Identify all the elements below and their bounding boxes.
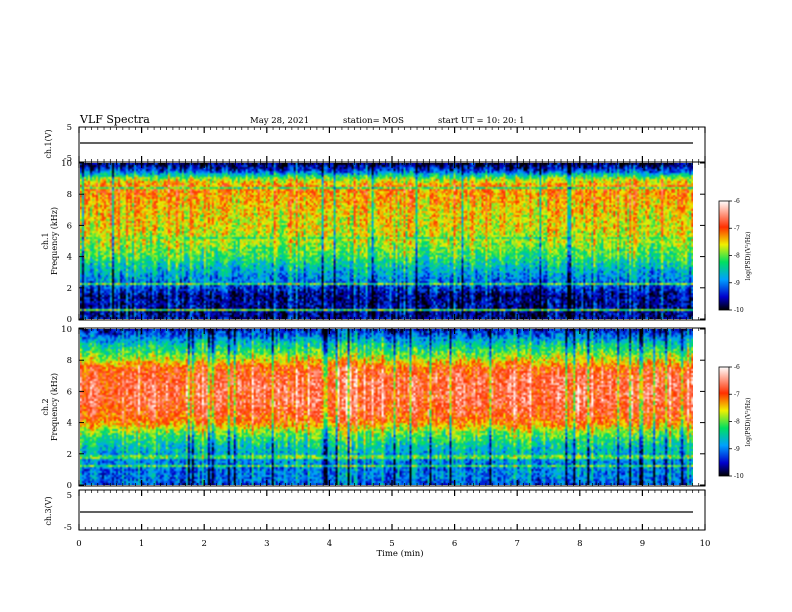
ch3-ytick-top: 5 — [67, 491, 72, 501]
time-tick-label: 5 — [389, 539, 394, 549]
ch1-spectrogram-image — [80, 163, 693, 319]
ch1-colorbar: -6 -7 -8 -9 -10 log(PSD)(V²/Hz) — [718, 198, 752, 314]
freq-tick-label: 8 — [67, 356, 72, 366]
ch1-spectrogram-ylabel-channel: ch.1 — [41, 232, 50, 249]
freq-tick-label: 10 — [61, 159, 72, 169]
ch1-spectrogram-ylabel-frequency: Frequency (kHz) — [50, 207, 59, 275]
colorbar-tick-label: -8 — [734, 253, 740, 260]
freq-tick-label: 6 — [67, 387, 72, 397]
time-tick-label: 3 — [264, 539, 269, 549]
freq-tick-label: 2 — [67, 450, 72, 460]
time-tick-label: 1 — [139, 539, 144, 549]
ch2-spectrogram-panel: 0 2 4 6 8 10 ch.2 Frequency (kHz) — [41, 325, 706, 491]
ch3-ytick-bottom: -5 — [64, 523, 72, 533]
ch2-spectrogram-ylabel-frequency: Frequency (kHz) — [50, 373, 59, 441]
time-tick-label: 7 — [514, 539, 519, 549]
date-label: May 28, 2021 — [250, 116, 309, 126]
ch2-colorbar-ticks: -6 -7 -8 -9 -10 — [729, 364, 744, 480]
freq-tick-label: 4 — [67, 419, 72, 429]
colorbar-tick-label: -10 — [734, 307, 744, 314]
freq-tick-label: 6 — [67, 221, 72, 231]
time-tick-label: 0 — [76, 539, 81, 549]
ch2-colorbar-label: log(PSD)(V²/Hz) — [745, 398, 752, 447]
colorbar-tick-label: -7 — [734, 225, 740, 232]
time-tick-label: 4 — [327, 539, 332, 549]
time-tick-label: 8 — [577, 539, 582, 549]
station-label: station= MOS — [343, 116, 404, 126]
ch1-waveform-ylabel: ch.1(V) — [44, 129, 53, 158]
ch1-colorbar-ticks: -6 -7 -8 -9 -10 — [729, 198, 744, 314]
freq-tick-label: 0 — [67, 315, 72, 325]
ch2-spectrogram-image — [80, 329, 693, 485]
colorbar-tick-label: -7 — [734, 391, 740, 398]
time-tick-label: 9 — [640, 539, 645, 549]
ch2-spectrogram-yticks: 0 2 4 6 8 10 — [61, 325, 705, 491]
start-time-label: start UT = 10: 20: 1 — [438, 116, 525, 126]
freq-tick-label: 2 — [67, 284, 72, 294]
ch2-colorbar: -6 -7 -8 -9 -10 log(PSD)(V²/Hz) — [718, 364, 752, 480]
freq-tick-label: 8 — [67, 190, 72, 200]
ch1-spectrogram-panel: 0 2 4 6 8 10 ch.1 Frequency (kHz) — [41, 159, 706, 325]
figure-title: VLF Spectra — [79, 113, 150, 126]
ch1-ytick-top: 5 — [67, 123, 72, 133]
ch1-spectrogram-yticks: 0 2 4 6 8 10 — [61, 159, 705, 325]
colorbar-tick-label: -6 — [734, 198, 740, 205]
ch3-waveform-ylabel: ch.3(V) — [44, 496, 53, 525]
ch1-waveform-panel: 5 -5 ch.1(V) — [44, 123, 706, 164]
freq-tick-label: 0 — [67, 481, 72, 491]
colorbar-tick-label: -9 — [734, 446, 740, 453]
colorbar-tick-label: -8 — [734, 419, 740, 426]
time-tick-label: 10 — [700, 539, 711, 549]
freq-tick-label: 10 — [61, 325, 72, 335]
colorbar-tick-label: -6 — [734, 364, 740, 371]
ch1-colorbar-label: log(PSD)(V²/Hz) — [745, 232, 752, 281]
colorbar-tick-label: -10 — [734, 473, 744, 480]
ch2-colorbar-gradient — [718, 366, 730, 477]
time-tick-label: 6 — [452, 539, 457, 549]
ch1-ytick-bottom: -5 — [64, 154, 72, 164]
freq-tick-label: 4 — [67, 253, 72, 263]
ch1-colorbar-gradient — [718, 200, 730, 311]
colorbar-tick-label: -9 — [734, 280, 740, 287]
ch2-spectrogram-ylabel-channel: ch.2 — [41, 398, 50, 415]
time-axis-ticks: 0 1 2 3 4 5 6 7 8 9 10 — [76, 127, 710, 549]
ch3-waveform-panel: 5 -5 ch.3(V) — [44, 489, 706, 533]
time-axis-label: Time (min) — [376, 548, 423, 559]
time-tick-label: 2 — [201, 539, 206, 549]
